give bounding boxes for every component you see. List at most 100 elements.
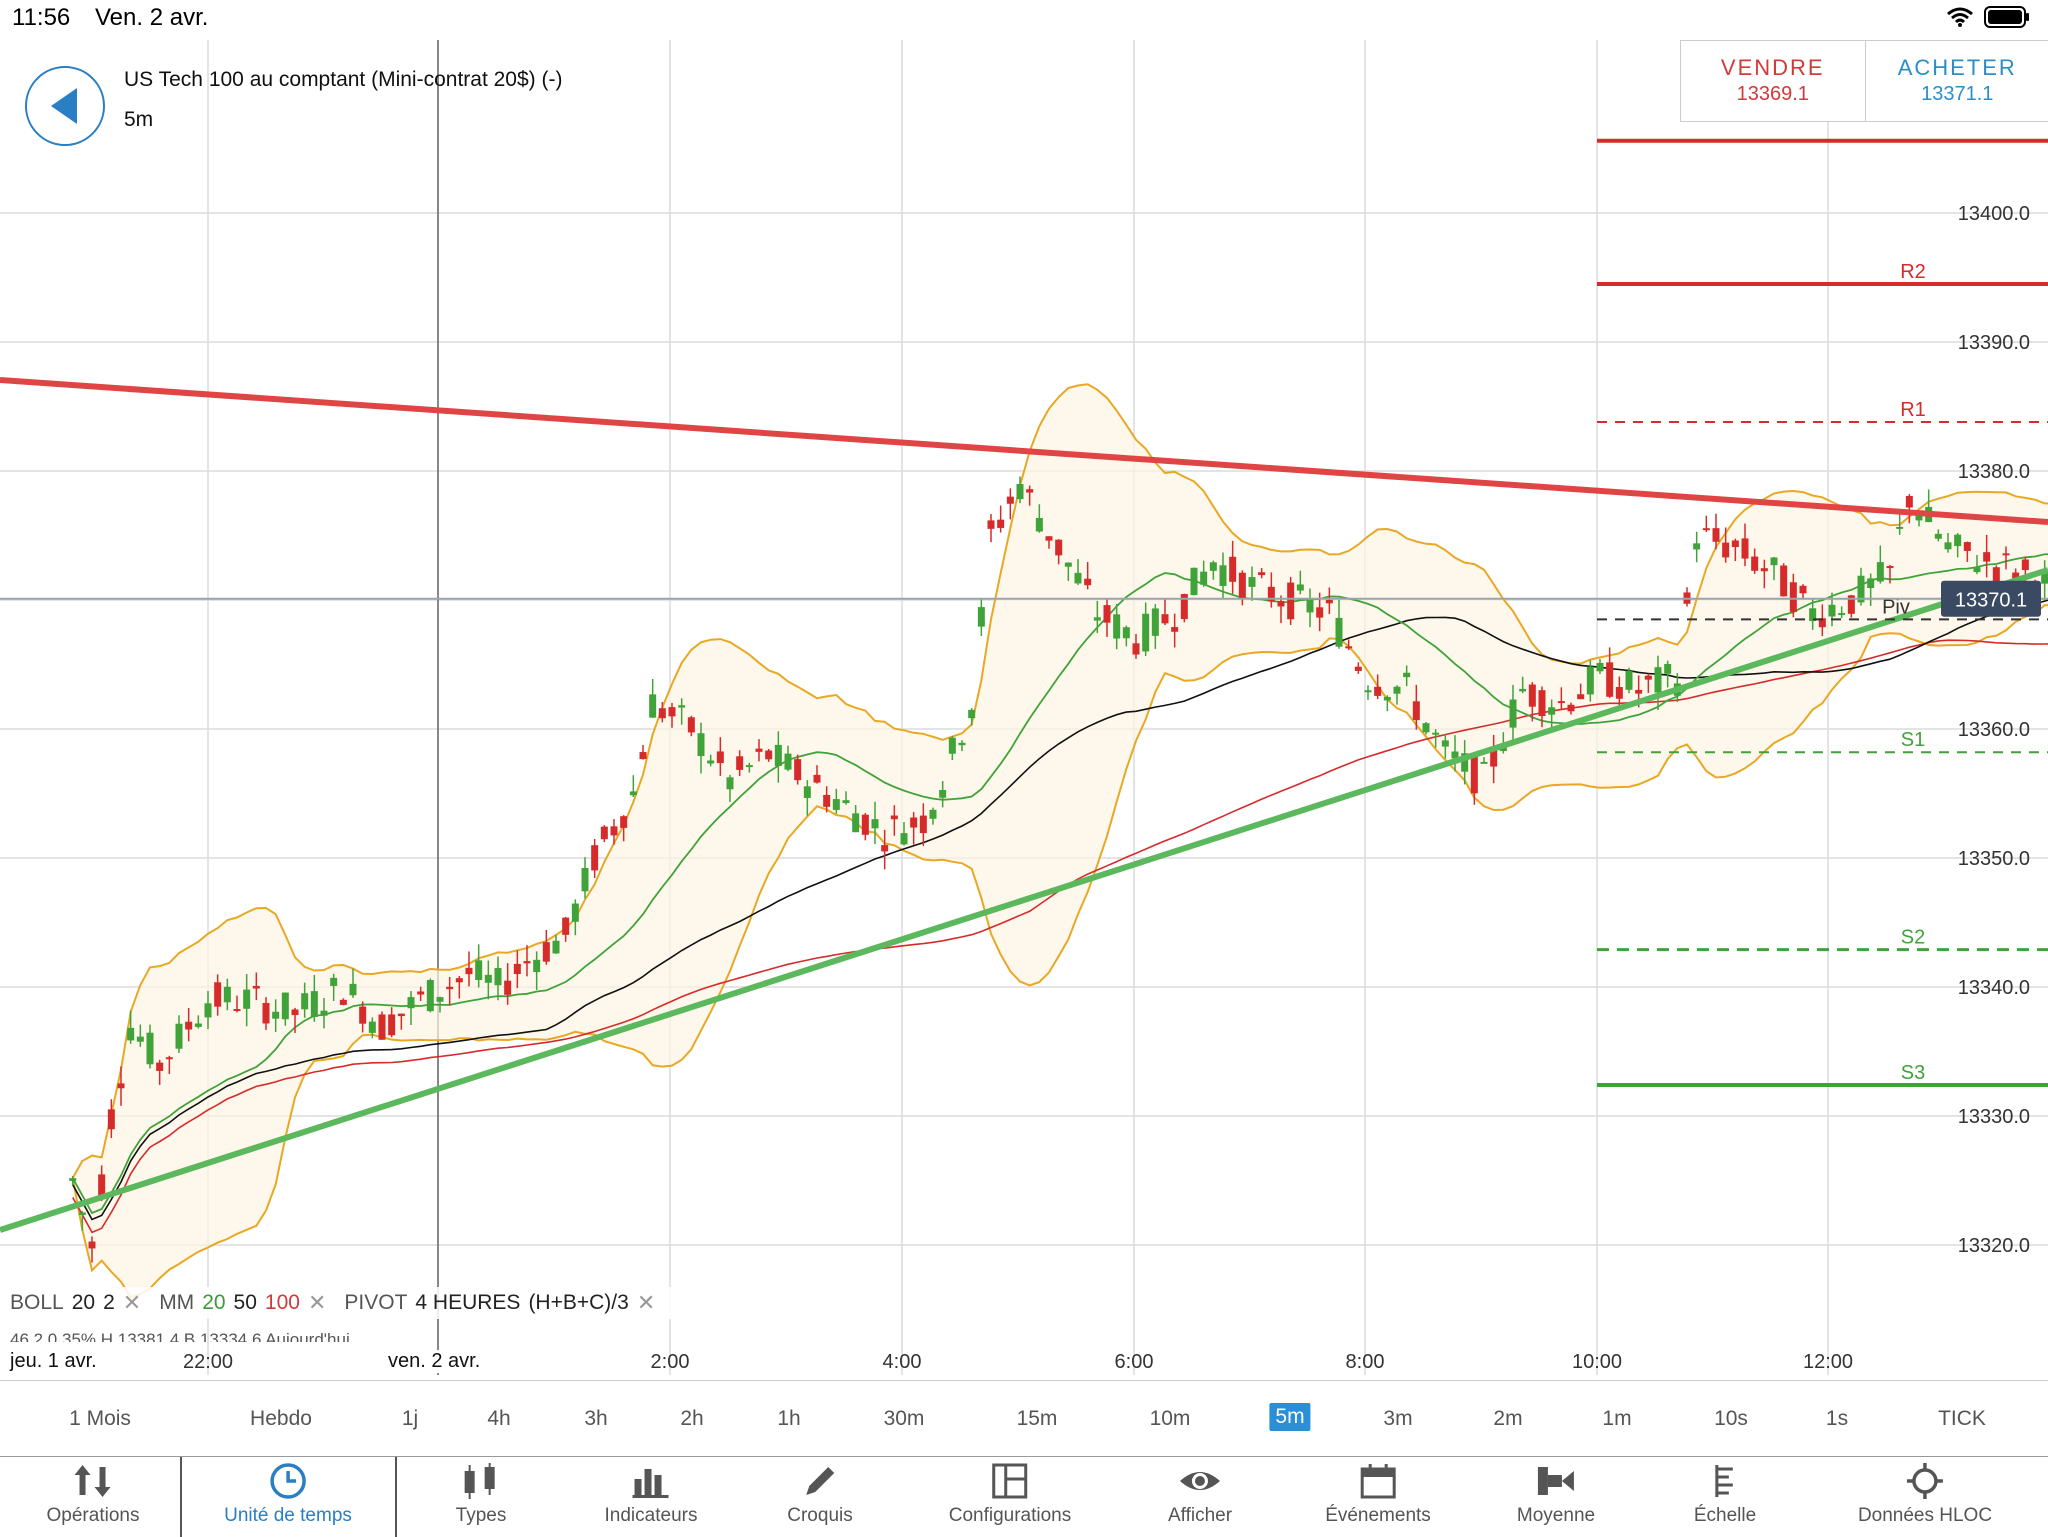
candle-body [379,1014,386,1039]
candle-body [1046,536,1053,540]
remove-boll-icon[interactable]: ✕ [123,1290,141,1316]
chart-area[interactable]: 13400.013390.013380.013370.013360.013350… [0,40,2048,1380]
candle-body [1916,515,1923,520]
candle-body [514,964,521,974]
toolbar-average[interactable]: Moyenne [1517,1457,1595,1537]
toolbar-candlestick[interactable]: Types [456,1457,507,1537]
candle-body [417,992,424,995]
price-chart[interactable]: 13400.013390.013380.013370.013360.013350… [0,40,2048,1380]
candle-body [659,708,666,718]
candle-body [669,707,676,716]
timeframe-30m[interactable]: 30m [884,1407,925,1431]
status-date: Ven. 2 avr. [95,4,208,32]
timeframe-4h[interactable]: 4h [487,1407,510,1431]
candle-body [562,918,569,935]
candle-body [1152,608,1159,635]
mm-label[interactable]: MM [159,1291,194,1315]
timeframe-tick[interactable]: TICK [1938,1407,1986,1431]
candle-body [1307,599,1314,613]
timeframe-15m[interactable]: 15m [1017,1407,1058,1431]
toolbar-label: Indicateurs [605,1505,698,1527]
candle-body [1983,552,1990,561]
toolbar-bar-chart[interactable]: Indicateurs [605,1457,698,1537]
toolbar-pencil[interactable]: Croquis [787,1457,852,1537]
candle-body [1423,723,1430,732]
candle-body [727,777,734,789]
candle-body [89,1242,96,1249]
candle-body [359,1007,366,1024]
battery-icon [1984,6,2030,28]
timeframe-3m[interactable]: 3m [1383,1407,1412,1431]
boll-period: 20 [72,1291,95,1315]
back-button[interactable] [25,66,105,146]
toolbar-clock[interactable]: Unité de temps [224,1457,352,1537]
toolbar-label: Configurations [949,1505,1072,1527]
time-axis-label: 4:00 [883,1351,922,1373]
candle-body [1558,701,1565,703]
toolbar-divider [180,1457,182,1537]
candle-body [1123,627,1130,638]
boll-dev: 2 [103,1291,115,1315]
candle-body [1084,579,1091,585]
toolbar-operations[interactable]: Opérations [47,1457,140,1537]
toolbar-scale[interactable]: Échelle [1694,1457,1756,1537]
candle-body [591,845,598,870]
candle-body [127,1028,134,1041]
candle-body [1597,663,1604,671]
candle-body [1133,643,1140,654]
candle-body [1278,601,1285,606]
timeframe-3h[interactable]: 3h [584,1407,607,1431]
candle-body [1867,578,1874,588]
toolbar-eye[interactable]: Afficher [1168,1457,1232,1537]
timeframe-5m[interactable]: 5m [1269,1403,1310,1431]
status-time: 11:56 [12,4,70,32]
candle-body [1075,573,1082,584]
s3-level-label: S3 [1901,1062,1925,1084]
timeframe-10m[interactable]: 10m [1150,1407,1191,1431]
mm-100: 100 [265,1291,300,1315]
sell-button[interactable]: VENDRE 13369.1 [1681,41,1866,121]
candle-body [533,960,540,972]
candle-body [794,759,801,780]
buy-button[interactable]: ACHETER 13371.1 [1866,41,2048,121]
toolbar-calendar[interactable]: Événements [1325,1457,1431,1537]
toolbar-label: Données HLOC [1858,1505,1992,1527]
candle-body [234,1009,241,1011]
boll-label[interactable]: BOLL [10,1291,64,1315]
candle-body [1761,568,1768,571]
candle-body [195,1023,202,1026]
candle-body [833,799,840,810]
candle-body [1220,565,1227,586]
timeframe-1j[interactable]: 1j [402,1407,418,1431]
timeframe-2h[interactable]: 2h [680,1407,703,1431]
toolbar-crosshair[interactable]: Données HLOC [1858,1457,1992,1537]
toolbar-layout[interactable]: Configurations [949,1457,1072,1537]
candle-body [881,845,888,851]
price-axis-label: 13320.0 [1958,1235,2030,1257]
timeframe-1h[interactable]: 1h [777,1407,800,1431]
candle-body [611,826,618,835]
pivot-label[interactable]: PIVOT [344,1291,407,1315]
buy-label: ACHETER [1866,55,2048,81]
candle-body [1906,496,1913,508]
candle-body [775,745,782,766]
timeframe-1-mois[interactable]: 1 Mois [69,1407,131,1431]
candle-body [620,816,627,828]
ohlc-row: 46.2 0.35% H 13381.4 B 13334.6 Aujourd'h… [10,1330,350,1342]
timeframe-hebdo[interactable]: Hebdo [250,1407,312,1431]
calendar-icon [1325,1457,1431,1501]
timeframe-1m[interactable]: 1m [1602,1407,1631,1431]
candle-body [1113,614,1120,638]
timeframe-2m[interactable]: 2m [1493,1407,1522,1431]
candle-body [1007,497,1014,504]
candle-body [698,733,705,756]
candle-body [1993,567,2000,581]
timeframe-10s[interactable]: 10s [1714,1407,1748,1431]
time-axis-label: 22:00 [183,1351,233,1373]
remove-pivot-icon[interactable]: ✕ [637,1290,655,1316]
timeframe-1s[interactable]: 1s [1826,1407,1848,1431]
remove-mm-icon[interactable]: ✕ [308,1290,326,1316]
candle-body [446,987,453,989]
candle-body [118,1083,125,1088]
candle-body [1568,705,1575,712]
